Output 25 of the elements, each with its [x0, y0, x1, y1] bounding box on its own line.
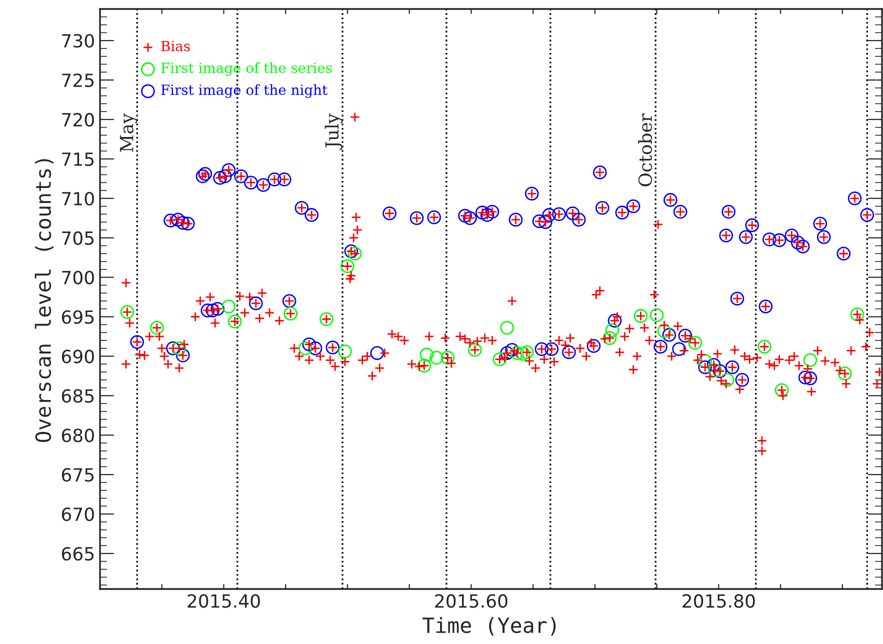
y-tick-label: 675	[62, 468, 94, 482]
y-tick-label: 700	[62, 270, 94, 284]
x-axis-title: Time (Year)	[422, 617, 556, 636]
y-tick-label: 715	[62, 152, 94, 166]
legend-label: First image of the night	[161, 84, 328, 98]
x-tick-label: 2015.60	[435, 594, 508, 608]
y-tick-label: 725	[62, 73, 94, 88]
x-tick-label: 2015.80	[682, 594, 755, 608]
legend-label: Bias	[161, 40, 190, 52]
y-tick-label: 695	[62, 310, 94, 324]
x-tick-label: 2015.40	[188, 594, 260, 608]
y-tick-label: 690	[62, 350, 94, 364]
y-tick-label: 685	[62, 389, 94, 403]
legend-label: First image of the series	[161, 62, 332, 76]
y-tick-label: 710	[62, 192, 94, 206]
ref-line-label: May	[120, 113, 138, 152]
y-axis-title: Overscan level (counts)	[34, 159, 54, 442]
ref-line-label: July	[324, 113, 343, 150]
y-tick-label: 680	[62, 428, 94, 442]
y-tick-label: 730	[62, 34, 94, 48]
ref-line-label: October	[638, 113, 652, 186]
y-tick-label: 705	[62, 231, 94, 245]
y-tick-label: 665	[62, 546, 94, 561]
y-tick-label: 670	[62, 507, 94, 522]
y-tick-label: 720	[62, 112, 94, 127]
